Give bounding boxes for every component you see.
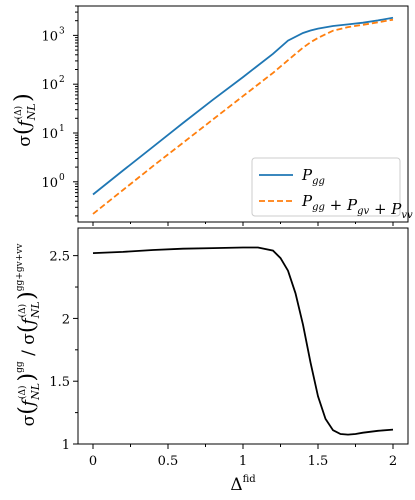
bottom-x-tick-label: 0 bbox=[89, 454, 97, 469]
series-line-ratio bbox=[92, 246, 394, 436]
series-line-total bbox=[92, 18, 394, 215]
legend-label-pgg: Pgg bbox=[301, 166, 325, 187]
bottom-x-axis: 0 0.5 1 1.5 2 bbox=[89, 444, 397, 469]
top-x-ticks bbox=[92, 222, 394, 226]
top-y-tick-label: 10 bbox=[41, 29, 58, 44]
bottom-x-tick-label: 0.5 bbox=[158, 454, 179, 469]
top-y-tick-exponent: 0 bbox=[59, 173, 65, 183]
top-y-tick-label: 10 bbox=[41, 176, 58, 191]
bottom-x-tick-label: 1 bbox=[239, 454, 247, 469]
bottom-x-tick-label: 1.5 bbox=[308, 454, 329, 469]
x-axis-label: Δfid bbox=[230, 474, 256, 495]
bottom-y-tick-label: 1 bbox=[62, 438, 70, 453]
bottom-y-tick-label: 1.5 bbox=[49, 375, 70, 390]
top-legend: Pgg Pgg + Pgv + Pvv bbox=[251, 157, 413, 221]
bottom-series-group bbox=[92, 246, 394, 436]
bottom-x-label: Δfid bbox=[230, 474, 256, 495]
legend-label-total: Pgg + Pgv + Pvv bbox=[301, 192, 413, 221]
bottom-panel: 1 1.5 2 2.5 0 0.5 1 1.5 2 Δfid σ(fNL(Δ))gg / σ(… bbox=[15, 227, 409, 495]
bottom-y-tick-label: 2 bbox=[62, 312, 70, 327]
top-y-tick-exponent: 3 bbox=[59, 26, 65, 36]
top-y-label-text: σ(fNL(Δ)) bbox=[11, 93, 38, 147]
top-y-label: σ(fNL(Δ)) bbox=[11, 93, 38, 147]
top-y-tick-label: 10 bbox=[41, 127, 58, 142]
bottom-y-label: σ(fNL(Δ))gg / σ(fNL(Δ))gg+gv+vv bbox=[15, 243, 42, 427]
top-y-tick-exponent: 1 bbox=[59, 124, 65, 134]
top-series-group bbox=[92, 16, 394, 215]
top-y-tick-exponent: 2 bbox=[59, 75, 65, 85]
top-y-tick-label: 10 bbox=[41, 78, 58, 93]
bottom-y-label-text: σ(fNL(Δ))gg / σ(fNL(Δ))gg+gv+vv bbox=[15, 243, 42, 427]
bottom-plot-frame bbox=[77, 227, 409, 445]
bottom-y-axis: 1 1.5 2 2.5 bbox=[49, 250, 78, 453]
series-line-pgg bbox=[92, 16, 394, 196]
bottom-x-tick-label: 2 bbox=[389, 454, 397, 469]
bottom-y-tick-label: 2.5 bbox=[49, 250, 70, 265]
